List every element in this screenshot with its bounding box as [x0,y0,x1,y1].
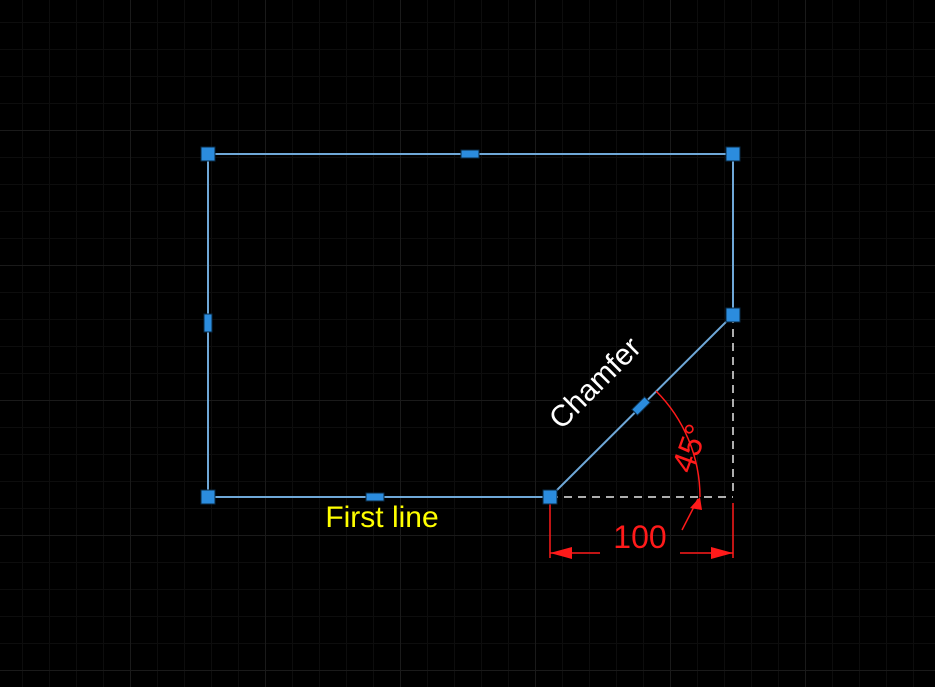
grip-endpoint[interactable] [543,490,557,504]
grip-endpoint[interactable] [726,308,740,322]
grip-midpoint[interactable] [366,493,384,501]
grip-midpoint[interactable] [204,314,212,332]
drawing-canvas[interactable]: Chamfer 45° First line 100 [0,0,935,687]
angle-label: 45° [664,419,714,477]
grip-midpoint[interactable] [632,397,650,415]
chamfer-label: Chamfer [543,331,648,436]
grip-endpoint[interactable] [201,147,215,161]
grip-endpoint[interactable] [201,490,215,504]
dim-arrow-left [550,547,572,559]
distance-label: 100 [613,519,666,555]
grip-endpoint[interactable] [726,147,740,161]
drawing-svg: Chamfer 45° First line 100 [0,0,935,687]
first-line-label: First line [325,501,438,534]
angle-arrowhead [690,497,702,510]
grip-midpoint[interactable] [461,150,479,158]
rectangle-with-chamfer[interactable] [208,154,733,497]
dim-arrow-right [711,547,733,559]
